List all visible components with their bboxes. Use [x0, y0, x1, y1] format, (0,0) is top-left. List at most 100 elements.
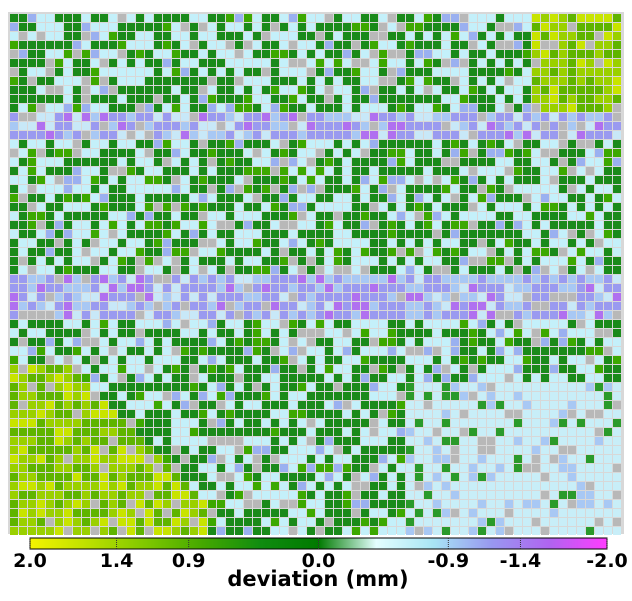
mesh-tile: [118, 248, 126, 256]
mesh-tile: [100, 149, 108, 157]
mesh-tile: [352, 176, 360, 184]
mesh-tile: [253, 374, 261, 382]
mesh-tile: [604, 365, 612, 373]
mesh-tile: [325, 356, 333, 364]
mesh-tile: [262, 194, 270, 202]
tick-label: -1.4: [500, 550, 542, 572]
mesh-tile: [109, 518, 117, 526]
mesh-tile: [379, 275, 387, 283]
mesh-tile: [352, 437, 360, 445]
mesh-tile: [343, 293, 351, 301]
mesh-tile: [199, 302, 207, 310]
mesh-tile: [514, 518, 522, 526]
mesh-tile: [388, 329, 396, 337]
mesh-tile: [136, 41, 144, 49]
mesh-tile: [595, 284, 603, 292]
mesh-tile: [604, 518, 612, 526]
mesh-tile: [550, 32, 558, 40]
mesh-tile: [325, 86, 333, 94]
mesh-tile: [613, 311, 621, 319]
mesh-tile: [190, 311, 198, 319]
mesh-tile: [289, 473, 297, 481]
mesh-tile: [568, 275, 576, 283]
mesh-tile: [568, 167, 576, 175]
mesh-tile: [262, 158, 270, 166]
mesh-tile: [577, 293, 585, 301]
mesh-tile: [280, 473, 288, 481]
mesh-tile: [559, 167, 567, 175]
mesh-tile: [532, 50, 540, 58]
mesh-tile: [379, 248, 387, 256]
mesh-tile: [388, 248, 396, 256]
mesh-tile: [280, 311, 288, 319]
mesh-tile: [478, 14, 486, 22]
mesh-tile: [388, 473, 396, 481]
mesh-tile: [118, 41, 126, 49]
mesh-tile: [298, 185, 306, 193]
mesh-tile: [163, 311, 171, 319]
mesh-tile: [307, 167, 315, 175]
mesh-tile: [514, 392, 522, 400]
mesh-tile: [271, 410, 279, 418]
mesh-tile: [127, 302, 135, 310]
mesh-tile: [307, 482, 315, 490]
mesh-tile: [406, 104, 414, 112]
mesh-tile: [10, 221, 18, 229]
mesh-tile: [55, 95, 63, 103]
mesh-tile: [415, 59, 423, 67]
mesh-tile: [505, 122, 513, 130]
mesh-tile: [226, 185, 234, 193]
mesh-tile: [28, 410, 36, 418]
mesh-tile: [172, 104, 180, 112]
mesh-tile: [379, 104, 387, 112]
mesh-tile: [541, 266, 549, 274]
mesh-tile: [496, 59, 504, 67]
mesh-tile: [127, 68, 135, 76]
mesh-tile: [496, 428, 504, 436]
mesh-tile: [154, 194, 162, 202]
mesh-tile: [244, 410, 252, 418]
mesh-tile: [307, 77, 315, 85]
mesh-tile: [424, 59, 432, 67]
mesh-tile: [406, 302, 414, 310]
mesh-tile: [514, 266, 522, 274]
mesh-tile: [298, 500, 306, 508]
mesh-tile: [361, 428, 369, 436]
mesh-tile: [109, 293, 117, 301]
mesh-tile: [46, 140, 54, 148]
mesh-tile: [298, 410, 306, 418]
mesh-tile: [316, 320, 324, 328]
mesh-tile: [199, 410, 207, 418]
mesh-tile: [361, 392, 369, 400]
mesh-tile: [199, 527, 207, 535]
mesh-tile: [253, 302, 261, 310]
mesh-tile: [379, 59, 387, 67]
mesh-tile: [145, 113, 153, 121]
mesh-tile: [10, 257, 18, 265]
mesh-tile: [91, 203, 99, 211]
mesh-tile: [172, 140, 180, 148]
mesh-tile: [478, 50, 486, 58]
mesh-tile: [181, 410, 189, 418]
mesh-tile: [388, 455, 396, 463]
mesh-tile: [361, 131, 369, 139]
mesh-tile: [181, 50, 189, 58]
mesh-tile: [325, 212, 333, 220]
mesh-tile: [127, 203, 135, 211]
mesh-tile: [172, 383, 180, 391]
mesh-tile: [10, 212, 18, 220]
mesh-tile: [208, 509, 216, 517]
mesh-tile: [64, 428, 72, 436]
mesh-tile: [604, 158, 612, 166]
mesh-tile: [208, 77, 216, 85]
mesh-tile: [73, 401, 81, 409]
mesh-tile: [217, 167, 225, 175]
mesh-tile: [496, 14, 504, 22]
mesh-tile: [352, 257, 360, 265]
mesh-tile: [325, 527, 333, 535]
mesh-tile: [559, 383, 567, 391]
mesh-tile: [37, 158, 45, 166]
mesh-tile: [550, 185, 558, 193]
mesh-tile: [154, 293, 162, 301]
mesh-tile: [28, 329, 36, 337]
